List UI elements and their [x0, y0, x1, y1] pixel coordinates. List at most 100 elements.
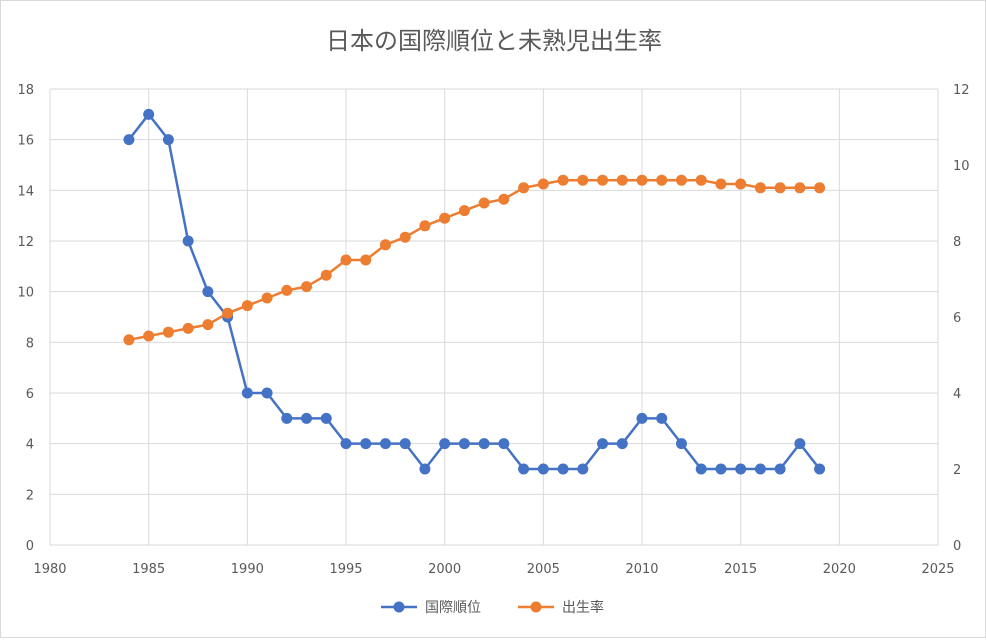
- data-point-1: [794, 182, 806, 194]
- y-tick-label: 8: [26, 336, 34, 351]
- x-tick-label: 2005: [527, 562, 560, 577]
- data-point-1: [360, 254, 372, 266]
- y2-tick-label: 8: [953, 235, 961, 250]
- data-point-0: [360, 438, 372, 450]
- data-point-1: [656, 174, 668, 186]
- x-tick-label: 2010: [625, 562, 658, 577]
- y-tick-label: 4: [26, 438, 34, 453]
- data-point-1: [754, 182, 766, 194]
- data-point-0: [202, 286, 214, 298]
- data-point-0: [675, 438, 687, 450]
- data-point-0: [458, 438, 470, 450]
- data-point-1: [695, 174, 707, 186]
- data-point-0: [478, 438, 490, 450]
- data-point-1: [261, 292, 273, 304]
- data-point-0: [754, 463, 766, 475]
- data-point-1: [320, 269, 332, 281]
- data-point-0: [814, 463, 826, 475]
- data-point-0: [281, 412, 293, 424]
- x-tick-label: 2025: [921, 562, 954, 577]
- data-point-1: [439, 212, 451, 224]
- data-point-0: [695, 463, 707, 475]
- data-point-0: [123, 134, 135, 146]
- x-tick-label: 2020: [823, 562, 856, 577]
- data-point-1: [518, 182, 530, 194]
- x-tick-label: 1980: [33, 562, 66, 577]
- x-tick-label: 1995: [329, 562, 362, 577]
- y2-tick-label: 0: [953, 539, 961, 554]
- data-point-1: [399, 231, 411, 243]
- data-point-1: [478, 197, 490, 209]
- legend-swatch-marker: [530, 601, 542, 613]
- y-tick-label: 6: [26, 387, 34, 402]
- data-point-1: [814, 182, 826, 194]
- data-point-1: [379, 239, 391, 251]
- y-tick-label: 2: [26, 488, 34, 503]
- chart-title: 日本の国際順位と未熟児出生率: [326, 27, 662, 55]
- y2-tick-label: 10: [953, 159, 970, 174]
- data-point-0: [597, 438, 609, 450]
- data-point-0: [143, 108, 155, 120]
- y-tick-label: 14: [17, 184, 34, 199]
- x-tick-label: 1990: [231, 562, 264, 577]
- data-point-1: [537, 178, 549, 190]
- data-point-1: [222, 307, 234, 319]
- data-point-0: [518, 463, 530, 475]
- data-point-1: [715, 178, 727, 190]
- data-point-0: [439, 438, 451, 450]
- data-point-0: [537, 463, 549, 475]
- data-point-1: [281, 284, 293, 296]
- legend-label: 出生率: [562, 599, 604, 616]
- y-tick-label: 0: [26, 539, 34, 554]
- data-point-1: [182, 322, 194, 334]
- data-point-0: [241, 387, 253, 399]
- x-tick-label: 2015: [724, 562, 757, 577]
- data-point-0: [261, 387, 273, 399]
- data-point-1: [301, 281, 313, 293]
- data-point-0: [577, 463, 589, 475]
- data-point-1: [498, 193, 510, 205]
- data-point-0: [340, 438, 352, 450]
- axes: 0 2 4 6 8 10 12 14 16 18 0 2 4 6 8 10 12 1980 1985 1990 1995…: [17, 83, 969, 577]
- data-point-1: [340, 254, 352, 266]
- data-point-1: [616, 174, 628, 186]
- y-tick-label: 18: [17, 83, 34, 98]
- data-point-1: [458, 205, 470, 217]
- data-point-1: [162, 326, 174, 338]
- data-point-0: [794, 438, 806, 450]
- y-tick-label: 16: [17, 134, 34, 149]
- data-point-0: [419, 463, 431, 475]
- data-point-0: [656, 412, 668, 424]
- y2-tick-label: 4: [953, 387, 961, 402]
- data-point-1: [675, 174, 687, 186]
- data-point-1: [577, 174, 589, 186]
- data-point-1: [636, 174, 648, 186]
- data-point-0: [162, 134, 174, 146]
- data-point-1: [202, 319, 214, 331]
- data-point-0: [182, 235, 194, 247]
- gridlines: [49, 88, 939, 546]
- data-point-1: [419, 220, 431, 232]
- legend-swatch-marker: [393, 601, 405, 613]
- data-point-0: [320, 412, 332, 424]
- data-point-1: [774, 182, 786, 194]
- y2-tick-label: 2: [953, 463, 961, 478]
- series-layer: [123, 108, 826, 475]
- legend: 国際順位 出生率: [381, 599, 604, 616]
- data-point-0: [616, 438, 628, 450]
- data-point-1: [557, 174, 569, 186]
- data-point-0: [379, 438, 391, 450]
- data-point-1: [735, 178, 747, 190]
- data-point-0: [498, 438, 510, 450]
- y2-tick-label: 12: [953, 83, 970, 98]
- data-point-0: [399, 438, 411, 450]
- x-tick-label: 2000: [428, 562, 461, 577]
- data-point-0: [774, 463, 786, 475]
- x-tick-label: 1985: [132, 562, 165, 577]
- legend-label: 国際順位: [425, 600, 481, 616]
- data-point-1: [143, 330, 155, 342]
- y-tick-label: 10: [17, 286, 34, 301]
- data-point-0: [715, 463, 727, 475]
